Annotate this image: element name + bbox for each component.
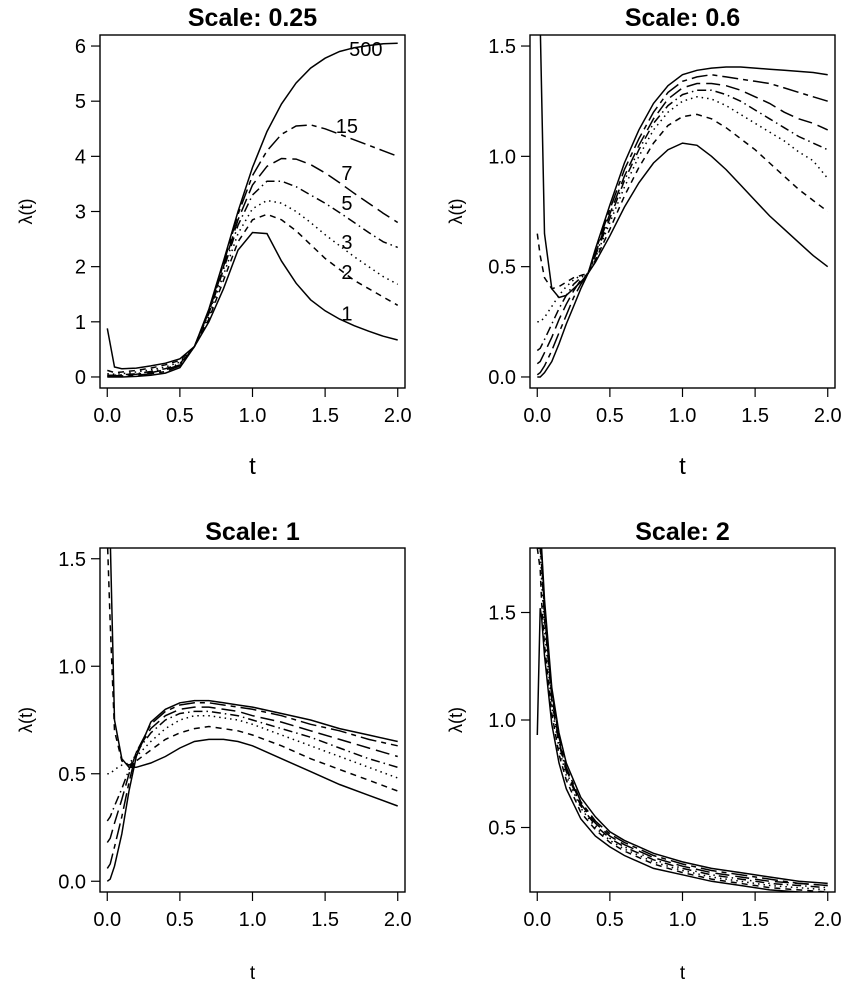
series-line-2 xyxy=(536,113,829,290)
series-line-7 xyxy=(536,82,829,365)
y-tick-label: 4 xyxy=(75,146,86,168)
x-tick-label: 0.0 xyxy=(93,909,121,931)
x-axis-label: t xyxy=(250,963,256,984)
x-tick-label: 2.0 xyxy=(814,909,842,931)
chart-panel-1: Scale: 0.25 0.0 0.5 1.0 1.5 2.0 0 1 2 3 4 5 6 t λ(t) 50… xyxy=(16,4,412,480)
y-tick-label: 0.5 xyxy=(488,818,516,840)
y-tick-label: 1.5 xyxy=(58,549,86,571)
y-tick-label: 5 xyxy=(75,91,86,113)
curve-label: 500 xyxy=(349,39,382,61)
x-tick-label: 1.5 xyxy=(741,405,769,427)
curve-label: 1 xyxy=(341,304,352,326)
series-line-1 xyxy=(109,548,398,807)
x-tick-label: 1.5 xyxy=(741,909,769,931)
x-tick-label: 1.0 xyxy=(669,405,697,427)
y-tick-label: 0.5 xyxy=(58,764,86,786)
series-line-15 xyxy=(537,548,828,887)
series-line-3 xyxy=(537,96,829,323)
y-tick-label: 0 xyxy=(75,367,86,389)
y-tick-label: 1.0 xyxy=(58,656,86,678)
series-group xyxy=(106,42,399,378)
series-line-1 xyxy=(106,231,398,370)
x-axis-label: t xyxy=(680,963,686,984)
panel-title: Scale: 0.6 xyxy=(625,4,740,32)
x-tick-label: 0.5 xyxy=(596,909,624,931)
series-line-2 xyxy=(536,548,828,892)
series-line-5 xyxy=(537,548,828,889)
y-tick-label: 0.5 xyxy=(488,257,516,279)
series-line-500 xyxy=(107,42,398,378)
x-tick-label: 0.5 xyxy=(166,909,194,931)
x-axis-label: t xyxy=(679,453,686,480)
y-tick-label: 1.5 xyxy=(488,603,516,625)
series-line-15 xyxy=(106,702,398,869)
chart-panel-2: Scale: 0.6 0.0 0.5 1.0 1.5 2.0 0.0 0.5 1.0 1.5 t λ(… xyxy=(446,4,842,480)
x-tick-label: 2.0 xyxy=(814,405,842,427)
series-line-500 xyxy=(537,548,828,885)
series-line-7 xyxy=(537,548,828,887)
x-tick-label: 1.5 xyxy=(311,405,339,427)
panel-title: Scale: 2 xyxy=(635,518,730,546)
y-tick-label: 0.0 xyxy=(58,871,86,893)
x-tick-label: 2.0 xyxy=(384,405,412,427)
panel-title: Scale: 1 xyxy=(205,518,300,546)
series-line-500 xyxy=(106,699,398,882)
x-tick-label: 2.0 xyxy=(384,909,412,931)
y-tick-label: 1.0 xyxy=(488,710,516,732)
series-line-3 xyxy=(107,199,399,375)
curve-label: 2 xyxy=(341,262,352,284)
curve-label: 15 xyxy=(336,116,358,138)
series-line-15 xyxy=(536,73,828,376)
y-tick-label: 1 xyxy=(75,312,86,334)
x-tick-label: 1.0 xyxy=(239,405,267,427)
series-line-3 xyxy=(107,714,398,779)
y-tick-label: 6 xyxy=(75,36,86,58)
x-tick-label: 1.0 xyxy=(669,909,697,931)
x-tick-label: 0.0 xyxy=(523,909,551,931)
series-line-7 xyxy=(107,157,399,377)
y-axis-label: λ(t) xyxy=(16,707,36,733)
y-tick-label: 0.0 xyxy=(488,367,516,389)
series-line-500 xyxy=(537,66,828,378)
x-tick-label: 0.0 xyxy=(523,405,551,427)
series-line-5 xyxy=(106,710,398,822)
series-line-5 xyxy=(107,180,398,377)
chart-panel-3: Scale: 1 0.0 0.5 1.0 1.5 2.0 0.0 0.5 1.0 1.5 t λ(t) xyxy=(16,518,412,984)
series-line-5 xyxy=(536,89,829,352)
curve-label: 3 xyxy=(341,232,352,254)
series-line-3 xyxy=(537,548,828,891)
series-line-1 xyxy=(536,608,810,892)
curve-label: 7 xyxy=(341,163,352,185)
series-group xyxy=(536,548,828,892)
series-line-15 xyxy=(107,124,398,378)
series-line-2 xyxy=(107,213,399,374)
y-axis-label: λ(t) xyxy=(446,707,466,733)
y-axis-label: λ(t) xyxy=(16,199,36,225)
y-tick-label: 1.0 xyxy=(488,146,516,168)
y-axis-label: λ(t) xyxy=(446,199,466,225)
series-line-2 xyxy=(106,548,398,792)
series-line-1 xyxy=(539,35,829,299)
series-group xyxy=(536,35,829,378)
chart-panel-4: Scale: 2 0.0 0.5 1.0 1.5 2.0 0.5 1.0 1.5 t λ(t) xyxy=(446,518,842,984)
panel-title: Scale: 0.25 xyxy=(188,4,317,32)
y-tick-label: 1.5 xyxy=(488,36,516,58)
x-tick-label: 0.5 xyxy=(596,405,624,427)
series-group xyxy=(106,548,398,882)
curve-label: 5 xyxy=(341,193,352,215)
plot-frame xyxy=(529,34,836,389)
y-tick-label: 2 xyxy=(75,257,86,279)
plot-frame xyxy=(529,547,836,893)
x-tick-label: 1.0 xyxy=(239,909,267,931)
y-tick-label: 3 xyxy=(75,202,86,224)
x-tick-label: 0.0 xyxy=(93,405,121,427)
x-tick-label: 0.5 xyxy=(166,405,194,427)
series-line-7 xyxy=(106,706,398,843)
x-tick-label: 1.5 xyxy=(311,909,339,931)
x-axis-label: t xyxy=(249,453,256,480)
plot-frame xyxy=(99,34,406,389)
